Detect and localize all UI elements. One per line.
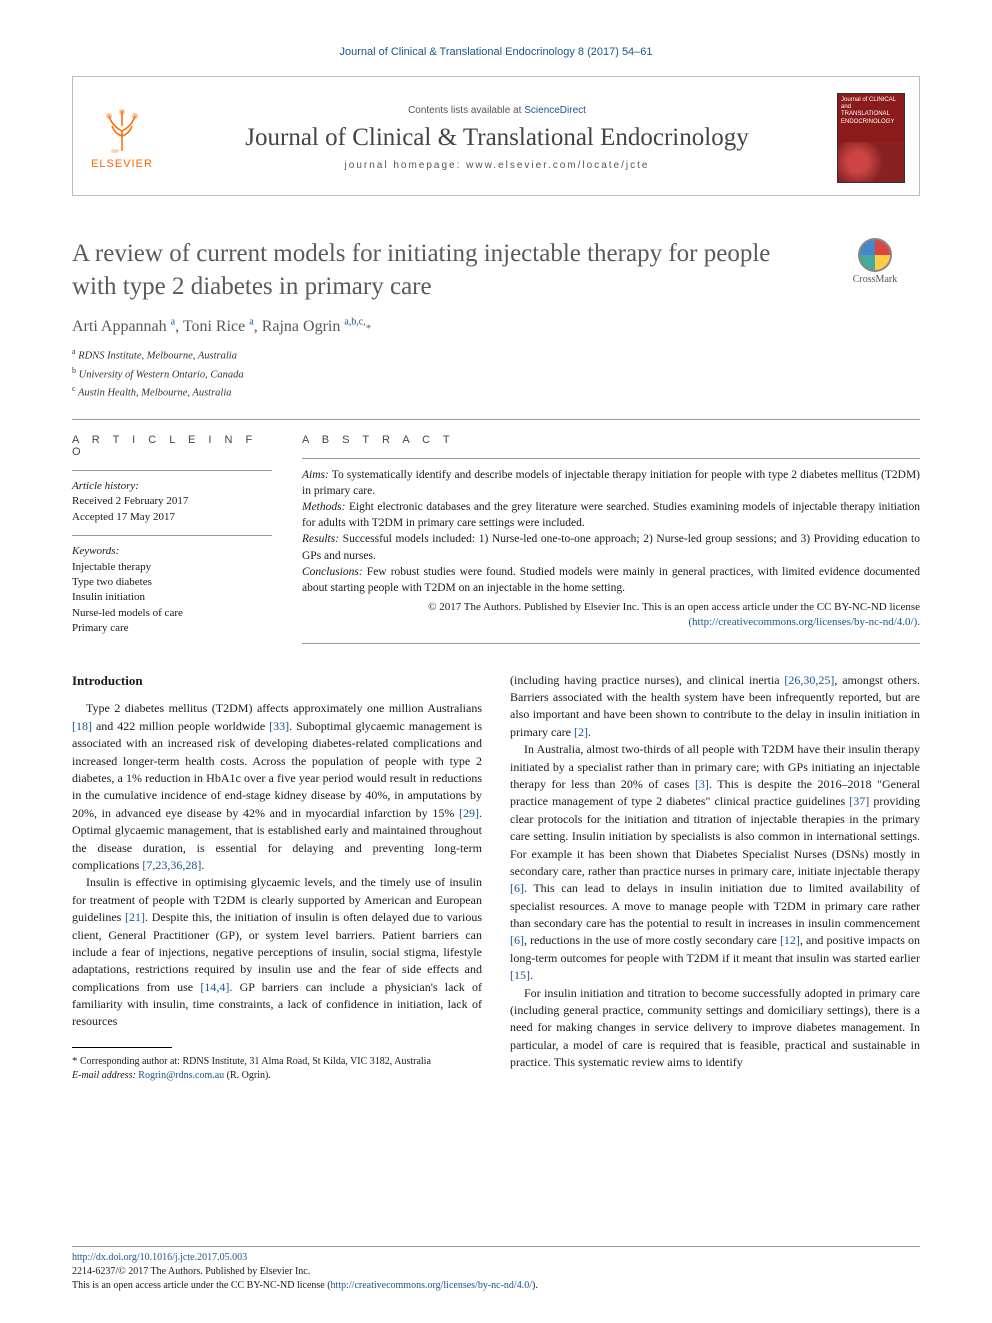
methods-label: Methods:	[302, 501, 345, 513]
license-link[interactable]: (http://creativecommons.org/licenses/by-…	[688, 616, 920, 628]
info-divider-2	[72, 535, 272, 536]
contents-available-line: Contents lists available at ScienceDirec…	[157, 105, 837, 116]
journal-cover-thumb: Journal of CLINICAL and TRANSLATIONAL EN…	[837, 93, 905, 183]
history-label: Article history:	[72, 479, 272, 494]
keywords-label: Keywords:	[72, 544, 272, 559]
page-footer: http://dx.doi.org/10.1016/j.jcte.2017.05…	[72, 1246, 920, 1293]
footnote-rule	[72, 1047, 172, 1048]
crossmark-badge[interactable]: CrossMark	[830, 238, 920, 285]
body-columns: Introduction Type 2 diabetes mellitus (T…	[72, 672, 920, 1084]
abstract-copyright: © 2017 The Authors. Published by Elsevie…	[302, 600, 920, 631]
corresponding-mark: *	[366, 322, 372, 334]
homepage-url[interactable]: www.elsevier.com/locate/jcte	[466, 160, 649, 171]
abstract-heading: A B S T R A C T	[302, 434, 920, 446]
article-title: A review of current models for initiatin…	[72, 238, 810, 303]
doi-link[interactable]: http://dx.doi.org/10.1016/j.jcte.2017.05…	[72, 1252, 247, 1263]
abstract-column: A B S T R A C T Aims: To systematically …	[302, 420, 920, 644]
issn-line: 2214-6237/© 2017 The Authors. Published …	[72, 1266, 310, 1277]
info-divider	[72, 470, 272, 471]
keywords-list: Injectable therapyType two diabetesInsul…	[72, 560, 272, 637]
footer-rule	[72, 1246, 920, 1247]
conclusions-label: Conclusions:	[302, 566, 363, 578]
license-line: This is an open access article under the…	[72, 1280, 331, 1291]
cover-image-icon	[838, 142, 904, 182]
license-close: ).	[532, 1280, 538, 1291]
introduction-heading: Introduction	[72, 672, 482, 691]
sciencedirect-link[interactable]: ScienceDirect	[524, 105, 586, 116]
conclusions-text: Few robust studies were found. Studied m…	[302, 566, 920, 594]
journal-homepage-line: journal homepage: www.elsevier.com/locat…	[157, 160, 837, 171]
intro-p1: Type 2 diabetes mellitus (T2DM) affects …	[72, 700, 482, 874]
left-column: Introduction Type 2 diabetes mellitus (T…	[72, 672, 482, 1084]
email-who: (R. Ogrin).	[227, 1070, 271, 1081]
abs-divider	[302, 458, 920, 459]
aims-label: Aims:	[302, 469, 329, 481]
homepage-label: journal homepage:	[345, 160, 467, 171]
results-text: Successful models included: 1) Nurse-led…	[302, 533, 920, 561]
accepted-date: Accepted 17 May 2017	[72, 510, 272, 525]
right-p2: In Australia, almost two-thirds of all p…	[510, 741, 920, 984]
right-column: (including having practice nurses), and …	[510, 672, 920, 1084]
methods-text: Eight electronic databases and the grey …	[302, 501, 920, 529]
article-info-heading: A R T I C L E I N F O	[72, 434, 272, 458]
intro-p2: Insulin is effective in optimising glyca…	[72, 874, 482, 1031]
crossmark-icon	[858, 238, 892, 272]
right-p1: (including having practice nurses), and …	[510, 672, 920, 742]
cover-title-text: Journal of CLINICAL and TRANSLATIONAL EN…	[838, 94, 904, 129]
email-label: E-mail address:	[72, 1070, 136, 1081]
journal-name: Journal of Clinical & Translational Endo…	[157, 124, 837, 152]
corr-email[interactable]: Rogrin@rdns.com.au	[138, 1070, 224, 1081]
footer-license-link[interactable]: http://creativecommons.org/licenses/by-n…	[331, 1280, 532, 1291]
affiliations: a RDNS Institute, Melbourne, Australiab …	[72, 346, 920, 401]
aims-text: To systematically identify and describe …	[302, 469, 920, 497]
avail-prefix: Contents lists available at	[408, 105, 524, 116]
abs-divider-bottom	[302, 643, 920, 644]
footnotes: * Corresponding author at: RDNS Institut…	[72, 1054, 482, 1083]
journal-masthead: ELSEVIER Contents lists available at Sci…	[72, 76, 920, 196]
running-head: Journal of Clinical & Translational Endo…	[72, 46, 920, 58]
abstract-text: Aims: To systematically identify and des…	[302, 467, 920, 596]
corr-author-text: Corresponding author at: RDNS Institute,…	[80, 1056, 431, 1067]
right-p3: For insulin initiation and titration to …	[510, 985, 920, 1072]
elsevier-logo: ELSEVIER	[87, 106, 157, 170]
crossmark-label: CrossMark	[853, 274, 897, 285]
elsevier-tree-icon	[97, 106, 147, 156]
corr-star: *	[72, 1055, 78, 1067]
authors-line: Arti Appannah a, Toni Rice a, Rajna Ogri…	[72, 317, 920, 336]
elsevier-wordmark: ELSEVIER	[91, 158, 153, 170]
article-info-column: A R T I C L E I N F O Article history: R…	[72, 420, 272, 644]
results-label: Results:	[302, 533, 339, 545]
copyright-text: © 2017 The Authors. Published by Elsevie…	[428, 601, 920, 613]
received-date: Received 2 February 2017	[72, 494, 272, 509]
